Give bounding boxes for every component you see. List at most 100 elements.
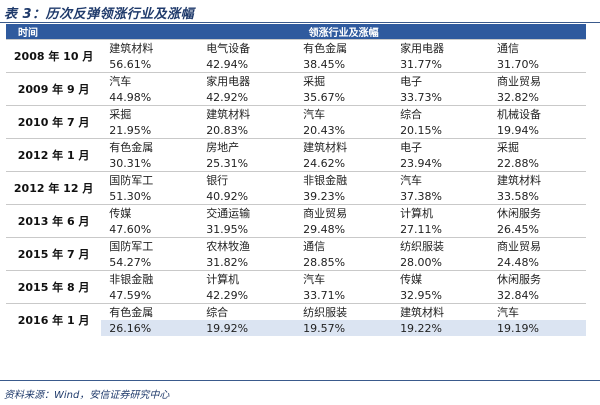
gain-value-cell: 24.62% [303,156,346,170]
industry-name-cell: 传媒 [392,270,489,287]
industry-name-cell: 纺织服装 [392,237,489,254]
gain-value-cell: 44.98% [109,90,152,104]
industry-name-cell: 有色金属 [101,303,199,320]
gain-value-cell: 26.45% [497,222,539,236]
industry-name-cell: 有色金属 [295,39,393,56]
gain-value-cell: 31.70% [497,57,539,71]
industry-name-cell: 建筑材料 [489,171,586,188]
industry-name-cell: 综合 [392,105,489,122]
table-row-industries: 2008 年 10 月建筑材料 电气设备 有色金属 家用电器 通信 [6,39,586,73]
gain-value-cell: 38.45% [303,57,346,71]
gain-value-cell: 47.60% [109,222,152,236]
industry-name-cell: 非银金融 [295,171,393,188]
source-note: 资料来源：Wind，安信证券研究中心 [4,390,170,401]
table-row-gains: 51.30% 40.92% 39.23% 37.38% 33.58% [6,188,586,205]
gain-value-cell: 19.57% [295,320,393,336]
table-row-industries: 2015 年 7 月国防军工 农林牧渔 通信 纺织服装 商业贸易 [6,237,586,271]
industry-name-cell: 采掘 [489,138,586,155]
table-row-gains: 30.31% 25.31% 24.62% 23.94% 22.88% [6,155,586,172]
period-cell: 2009 年 9 月 [6,72,102,106]
table-row-industries: 2009 年 9 月汽车 家用电器 采掘 电子 商业贸易 [6,72,586,106]
gain-value-cell: 31.77% [400,57,443,71]
industry-name-cell: 计算机 [198,270,296,287]
industry-name-cell: 商业贸易 [295,204,393,221]
industry-name-cell: 通信 [295,237,393,254]
period-cell: 2015 年 7 月 [6,237,102,271]
gain-value-cell: 24.48% [497,255,539,269]
period-cell: 2013 年 6 月 [6,204,102,238]
industry-name-cell: 家用电器 [198,72,296,89]
industry-name-cell: 家用电器 [392,39,489,56]
table-row-gains: 56.61% 42.94% 38.45% 31.77% 31.70% [6,56,586,73]
gain-value-cell: 31.82% [206,255,249,269]
industry-name-cell: 商业贸易 [489,237,586,254]
time-column-header: 时间 [6,24,102,40]
gain-value-cell: 33.73% [400,90,443,104]
industry-name-cell: 建筑材料 [198,105,296,122]
table-row-gains: 47.59% 42.29% 33.71% 32.95% 32.84% [6,287,586,304]
gain-value-cell: 28.00% [400,255,443,269]
period-cell: 2015 年 8 月 [6,270,102,304]
industry-name-cell: 建筑材料 [295,138,393,155]
industry-name-cell: 汽车 [295,270,393,287]
gain-value-cell: 21.95% [109,123,152,137]
table-header-row: 时间 领涨行业及涨幅 [6,24,586,40]
gain-value-cell: 33.58% [497,189,539,203]
gain-value-cell: 32.84% [497,288,539,302]
table-row-gains: 26.16% 19.92% 19.57% 19.22% 19.19% [6,320,586,336]
table-row-gains: 54.27% 31.82% 28.85% 28.00% 24.48% [6,254,586,271]
period-cell: 2016 年 1 月 [6,303,102,336]
table-title: 表 3：历次反弹领涨行业及涨幅 [4,7,195,22]
industry-name-cell: 综合 [198,303,296,320]
industry-name-cell: 电子 [392,72,489,89]
gain-value-cell: 40.92% [206,189,249,203]
industry-name-cell: 商业贸易 [489,72,586,89]
gain-value-cell: 30.31% [109,156,152,170]
table-row-gains: 21.95% 20.83% 20.43% 20.15% 19.94% [6,122,586,139]
gain-value-cell: 54.27% [109,255,152,269]
period-cell: 2008 年 10 月 [6,39,102,73]
gain-value-cell: 28.85% [303,255,346,269]
industry-name-cell: 采掘 [295,72,393,89]
industry-name-cell: 休闲服务 [489,270,586,287]
period-cell: 2010 年 7 月 [6,105,102,139]
gain-value-cell: 20.43% [303,123,346,137]
gain-value-cell: 32.95% [400,288,443,302]
industry-column-header: 领涨行业及涨幅 [101,24,586,40]
industry-name-cell: 有色金属 [101,138,199,155]
industry-name-cell: 采掘 [101,105,199,122]
industry-name-cell: 电子 [392,138,489,155]
gain-value-cell: 39.23% [303,189,346,203]
gain-value-cell: 42.92% [206,90,249,104]
industry-name-cell: 国防军工 [101,237,199,254]
gain-value-cell: 20.15% [400,123,443,137]
gain-value-cell: 25.31% [206,156,249,170]
industry-name-cell: 建筑材料 [392,303,489,320]
gain-value-cell: 29.48% [303,222,346,236]
rally-sectors-table: 时间 领涨行业及涨幅 2008 年 10 月建筑材料 电气设备 有色金属 家用电器 通信… [6,24,586,336]
industry-name-cell: 农林牧渔 [198,237,296,254]
industry-name-cell: 房地产 [198,138,296,155]
gain-value-cell: 19.19% [489,320,586,336]
industry-name-cell: 传媒 [101,204,199,221]
table-row-industries: 2010 年 7 月采掘 建筑材料 汽车 综合 机械设备 [6,105,586,139]
industry-name-cell: 休闲服务 [489,204,586,221]
industry-name-cell: 国防军工 [101,171,199,188]
industry-name-cell: 非银金融 [101,270,199,287]
gain-value-cell: 51.30% [109,189,152,203]
industry-name-cell: 汽车 [392,171,489,188]
gain-value-cell: 31.95% [206,222,249,236]
gain-value-cell: 20.83% [206,123,249,137]
period-cell: 2012 年 1 月 [6,138,102,172]
industry-name-cell: 纺织服装 [295,303,393,320]
gain-value-cell: 19.22% [392,320,489,336]
gain-value-cell: 19.94% [497,123,539,137]
industry-name-cell: 计算机 [392,204,489,221]
table-body: 2008 年 10 月建筑材料 电气设备 有色金属 家用电器 通信 56.61% 42.94… [6,39,586,336]
gain-value-cell: 35.67% [303,90,346,104]
industry-name-cell: 通信 [489,39,586,56]
gain-value-cell: 37.38% [400,189,443,203]
gain-value-cell: 56.61% [109,57,152,71]
industry-name-cell: 机械设备 [489,105,586,122]
title-divider [0,22,600,23]
